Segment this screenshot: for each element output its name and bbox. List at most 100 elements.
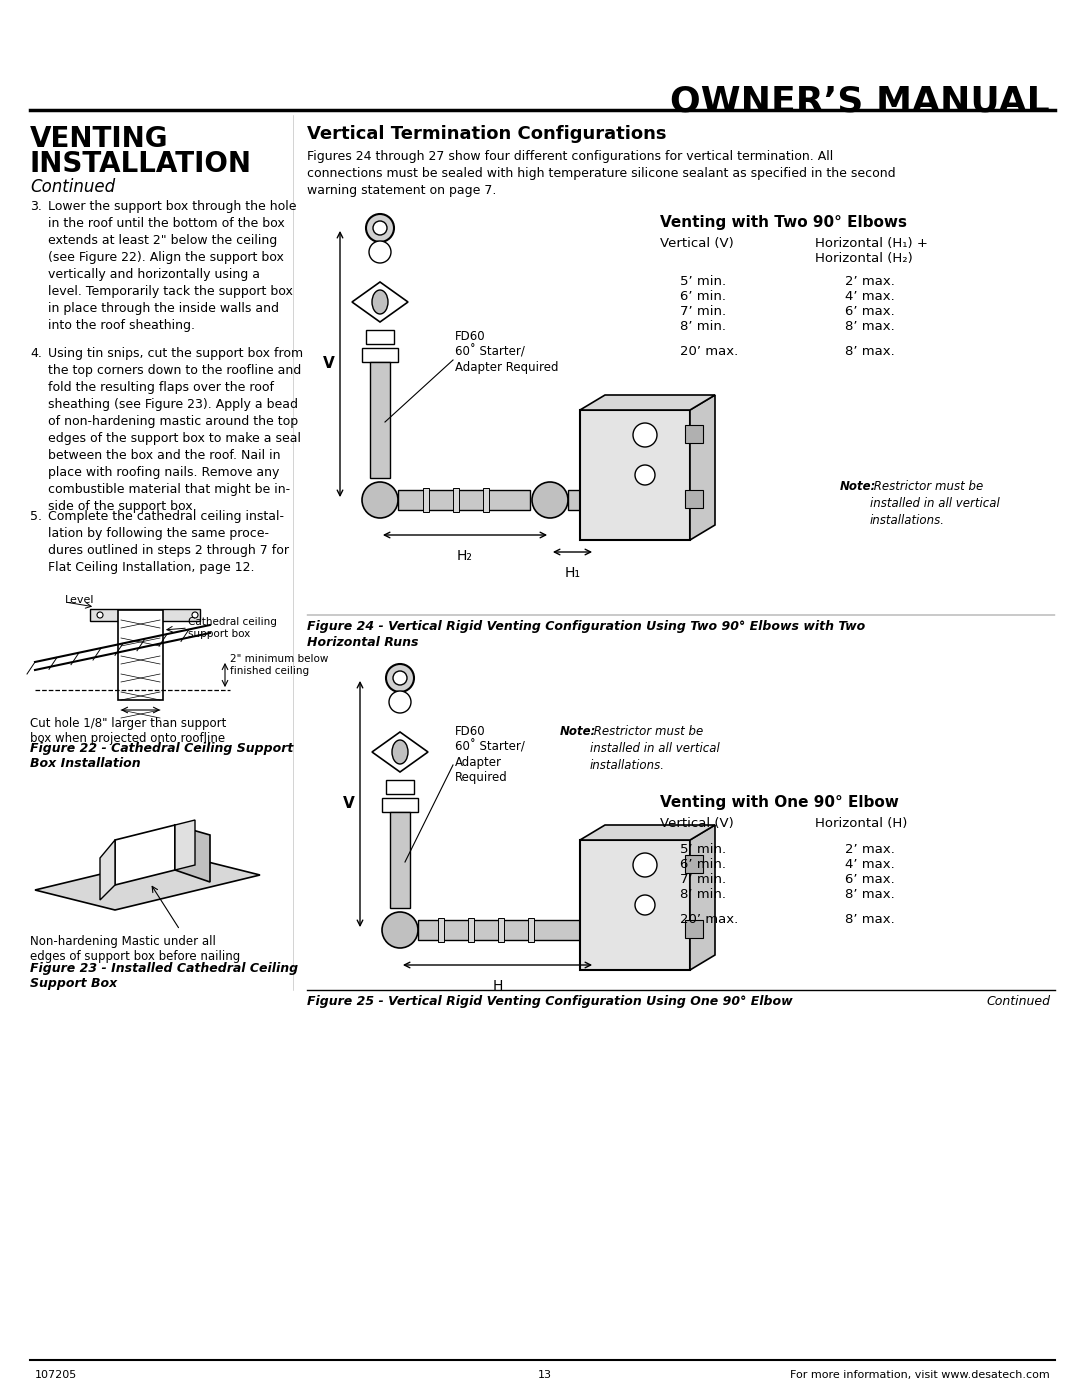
- Bar: [390, 812, 410, 908]
- Text: 5.: 5.: [30, 510, 42, 522]
- Bar: [588, 488, 594, 511]
- Circle shape: [192, 612, 198, 617]
- Text: Figure 23 - Installed Cathedral Ceiling
Support Box: Figure 23 - Installed Cathedral Ceiling …: [30, 963, 298, 990]
- Bar: [438, 918, 444, 942]
- Text: 8’ max.: 8’ max.: [845, 888, 894, 901]
- Circle shape: [369, 242, 391, 263]
- Text: Venting with One 90° Elbow: Venting with One 90° Elbow: [660, 795, 899, 810]
- Polygon shape: [35, 855, 260, 909]
- Text: Restrictor must be
installed in all vertical
installations.: Restrictor must be installed in all vert…: [590, 725, 719, 773]
- Text: Cut hole 1/8" larger than support
box when projected onto roofline: Cut hole 1/8" larger than support box wh…: [30, 717, 227, 745]
- Text: Continued: Continued: [986, 995, 1050, 1009]
- Circle shape: [366, 214, 394, 242]
- Bar: [366, 330, 394, 344]
- Text: Lower the support box through the hole
in the roof until the bottom of the box
e: Lower the support box through the hole i…: [48, 200, 297, 332]
- Text: 20’ max.: 20’ max.: [680, 345, 739, 358]
- Text: 6’ max.: 6’ max.: [845, 305, 894, 319]
- Text: H₂: H₂: [457, 549, 473, 563]
- Text: Vertical (V): Vertical (V): [660, 817, 733, 830]
- Text: 13: 13: [538, 1370, 552, 1380]
- Polygon shape: [690, 826, 715, 970]
- Text: VENTING: VENTING: [30, 124, 168, 154]
- Text: Horizontal (H₁) +: Horizontal (H₁) +: [815, 237, 928, 250]
- Text: Cathedral ceiling
support box: Cathedral ceiling support box: [188, 617, 276, 638]
- Polygon shape: [580, 826, 715, 840]
- Text: 107205: 107205: [35, 1370, 78, 1380]
- Text: FD60
60˚ Starter/
Adapter
Required: FD60 60˚ Starter/ Adapter Required: [455, 725, 525, 784]
- Text: 7’ min.: 7’ min.: [680, 305, 726, 319]
- Text: For more information, visit www.desatech.com: For more information, visit www.desatech…: [791, 1370, 1050, 1380]
- Text: Using tin snips, cut the support box from
the top corners down to the roofline a: Using tin snips, cut the support box fro…: [48, 346, 303, 513]
- Polygon shape: [352, 282, 408, 321]
- Text: Note:: Note:: [840, 481, 876, 493]
- Text: Figure 24 - Vertical Rigid Venting Configuration Using Two 90° Elbows with Two
H: Figure 24 - Vertical Rigid Venting Confi…: [307, 620, 865, 650]
- Text: 7’ min.: 7’ min.: [680, 873, 726, 886]
- Bar: [498, 918, 504, 942]
- Bar: [685, 490, 703, 509]
- Text: INSTALLATION: INSTALLATION: [30, 149, 252, 177]
- Text: Figure 22 - Cathedral Ceiling Support
Box Installation: Figure 22 - Cathedral Ceiling Support Bo…: [30, 742, 294, 770]
- Text: 6’ max.: 6’ max.: [845, 873, 894, 886]
- Text: 6’ min.: 6’ min.: [680, 291, 726, 303]
- Circle shape: [386, 664, 414, 692]
- Polygon shape: [114, 826, 175, 886]
- Text: H: H: [492, 979, 502, 993]
- Text: Horizontal (H): Horizontal (H): [815, 817, 907, 830]
- Text: 8’ max.: 8’ max.: [845, 345, 894, 358]
- Bar: [370, 362, 390, 478]
- Bar: [362, 348, 399, 362]
- Text: Vertical Termination Configurations: Vertical Termination Configurations: [307, 124, 666, 142]
- Circle shape: [532, 482, 568, 518]
- Bar: [118, 610, 163, 700]
- Text: Venting with Two 90° Elbows: Venting with Two 90° Elbows: [660, 215, 907, 231]
- Bar: [399, 490, 530, 510]
- Polygon shape: [372, 732, 428, 773]
- Text: H₁: H₁: [565, 566, 581, 580]
- Bar: [528, 918, 534, 942]
- Bar: [568, 490, 595, 510]
- Polygon shape: [100, 840, 114, 900]
- Polygon shape: [175, 820, 195, 870]
- Text: Non-hardening Mastic under all
edges of support box before nailing: Non-hardening Mastic under all edges of …: [30, 935, 240, 963]
- Bar: [580, 840, 690, 970]
- Text: 8’ max.: 8’ max.: [845, 320, 894, 332]
- Circle shape: [382, 912, 418, 949]
- Bar: [685, 855, 703, 873]
- Text: 8’ max.: 8’ max.: [845, 914, 894, 926]
- Text: 3.: 3.: [30, 200, 42, 212]
- Bar: [453, 488, 459, 511]
- Text: 8’ min.: 8’ min.: [680, 888, 726, 901]
- Text: 20’ max.: 20’ max.: [680, 914, 739, 926]
- Text: FD60
60˚ Starter/
Adapter Required: FD60 60˚ Starter/ Adapter Required: [455, 330, 558, 373]
- Polygon shape: [690, 395, 715, 541]
- Bar: [483, 488, 489, 511]
- Text: Vertical (V): Vertical (V): [660, 237, 733, 250]
- Text: 4’ max.: 4’ max.: [845, 291, 894, 303]
- Bar: [580, 409, 690, 541]
- Bar: [423, 488, 429, 511]
- Text: Continued: Continued: [30, 177, 116, 196]
- Text: 5’ min.: 5’ min.: [680, 842, 726, 856]
- Text: 5’ min.: 5’ min.: [680, 275, 726, 288]
- Text: Note:: Note:: [561, 725, 596, 738]
- Circle shape: [633, 854, 657, 877]
- Circle shape: [635, 465, 654, 485]
- Bar: [418, 921, 595, 940]
- Text: 2" minimum below
finished ceiling: 2" minimum below finished ceiling: [230, 654, 328, 676]
- Text: 4.: 4.: [30, 346, 42, 360]
- Circle shape: [633, 423, 657, 447]
- Text: Horizontal (H₂): Horizontal (H₂): [815, 251, 913, 265]
- Circle shape: [97, 612, 103, 617]
- Text: 8’ min.: 8’ min.: [680, 320, 726, 332]
- Circle shape: [373, 221, 387, 235]
- Bar: [386, 780, 414, 793]
- Polygon shape: [580, 395, 715, 409]
- Polygon shape: [175, 826, 210, 882]
- Bar: [468, 918, 474, 942]
- Text: 2’ max.: 2’ max.: [845, 842, 895, 856]
- Ellipse shape: [372, 291, 388, 314]
- Circle shape: [127, 612, 133, 617]
- Circle shape: [393, 671, 407, 685]
- Circle shape: [635, 895, 654, 915]
- Text: V: V: [343, 796, 355, 812]
